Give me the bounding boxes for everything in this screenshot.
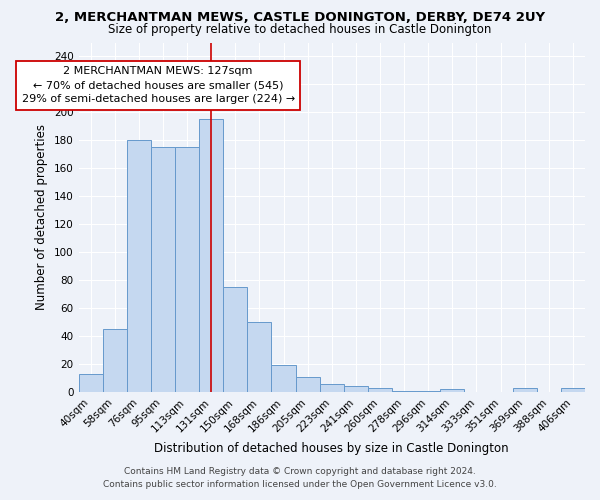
Bar [127, 140, 151, 392]
Text: 2, MERCHANTMAN MEWS, CASTLE DONINGTON, DERBY, DE74 2UY: 2, MERCHANTMAN MEWS, CASTLE DONINGTON, D… [55, 11, 545, 24]
Text: 2 MERCHANTMAN MEWS: 127sqm
← 70% of detached houses are smaller (545)
29% of sem: 2 MERCHANTMAN MEWS: 127sqm ← 70% of deta… [22, 66, 295, 104]
Bar [368, 388, 392, 392]
Bar [416, 390, 440, 392]
Bar [561, 388, 585, 392]
Bar [392, 390, 416, 392]
X-axis label: Distribution of detached houses by size in Castle Donington: Distribution of detached houses by size … [154, 442, 509, 455]
Bar [151, 148, 175, 392]
Bar [440, 389, 464, 392]
Bar [247, 322, 271, 392]
Bar [320, 384, 344, 392]
Text: Contains HM Land Registry data © Crown copyright and database right 2024.
Contai: Contains HM Land Registry data © Crown c… [103, 468, 497, 489]
Bar [79, 374, 103, 392]
Text: Size of property relative to detached houses in Castle Donington: Size of property relative to detached ho… [109, 22, 491, 36]
Bar [223, 287, 247, 392]
Bar [199, 120, 223, 392]
Bar [512, 388, 537, 392]
Bar [271, 366, 296, 392]
Y-axis label: Number of detached properties: Number of detached properties [35, 124, 49, 310]
Bar [175, 148, 199, 392]
Bar [103, 329, 127, 392]
Bar [296, 376, 320, 392]
Bar [344, 386, 368, 392]
